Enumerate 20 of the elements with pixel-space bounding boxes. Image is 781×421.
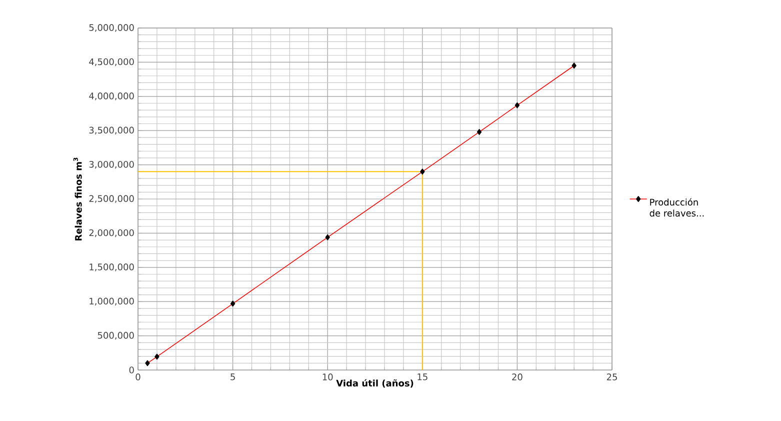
y-tick-label: 4,500,000 [89, 58, 134, 66]
x-tick-label: 10 [322, 374, 333, 380]
x-axis-title: Vida útil (años) [336, 379, 414, 388]
y-tick-label: 4,000,000 [89, 92, 134, 100]
y-tick-label: 3,000,000 [89, 160, 134, 169]
legend-label: Producción de relaves... [650, 198, 704, 217]
y-tick-label: 5,000,000 [89, 24, 134, 32]
y-tick-label: 0 [129, 366, 134, 374]
y-tick-label: 2,500,000 [89, 195, 134, 203]
y-tick-label: 3,500,000 [89, 126, 134, 134]
y-tick-label: 2,000,000 [89, 229, 134, 238]
y-tick-label: 500,000 [98, 332, 134, 340]
y-tick-label: 1,500,000 [90, 264, 134, 272]
x-tick-label: 20 [512, 374, 522, 380]
x-tick-label: 25 [606, 374, 617, 380]
y-axis-title: Relaves finos m$^{3}$ [73, 158, 82, 240]
x-tick-label: 15 [418, 374, 428, 380]
y-tick-label: 1,000,000 [90, 298, 134, 306]
x-tick-label: 5 [230, 374, 235, 380]
x-tick-label: 0 [136, 374, 140, 380]
